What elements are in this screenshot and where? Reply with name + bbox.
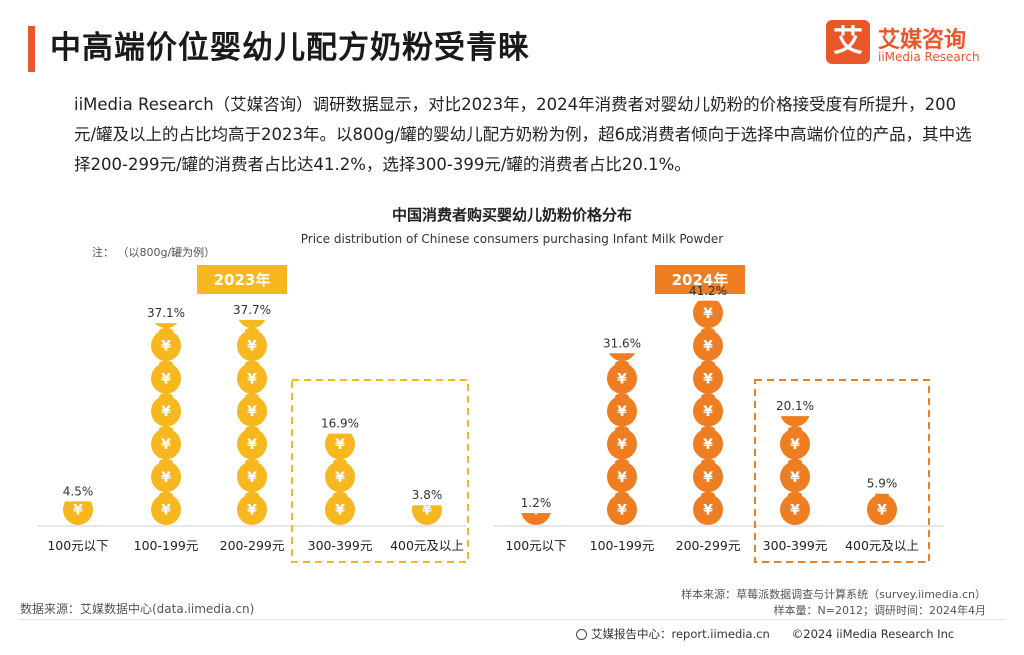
category-label-1-4: 400元及以上 bbox=[845, 538, 919, 553]
svg-text:¥: ¥ bbox=[73, 503, 83, 519]
bar-0-2: ¥¥¥¥¥¥¥¥ bbox=[237, 306, 267, 525]
title-accent-bar bbox=[28, 26, 35, 72]
svg-text:¥: ¥ bbox=[335, 437, 345, 453]
footer-report[interactable]: 艾媒报告中心：report.iimedia.cn bbox=[591, 627, 770, 641]
logo-mark-icon: 艾 bbox=[826, 20, 870, 64]
svg-text:¥: ¥ bbox=[161, 404, 171, 420]
value-label-0-1: 37.1% bbox=[147, 306, 185, 320]
logo-cn-text: 艾媒咨询 bbox=[878, 28, 967, 53]
svg-text:¥: ¥ bbox=[247, 470, 257, 486]
bar-1-4: ¥¥ bbox=[867, 493, 897, 525]
svg-text:¥: ¥ bbox=[247, 306, 257, 322]
svg-text:¥: ¥ bbox=[161, 470, 171, 486]
bar-0-1: ¥¥¥¥¥¥¥¥ bbox=[151, 273, 181, 525]
svg-text:¥: ¥ bbox=[247, 437, 257, 453]
highlight-box-1 bbox=[754, 379, 930, 563]
svg-text:¥: ¥ bbox=[617, 470, 627, 486]
bar-0-3: ¥¥¥¥ bbox=[325, 433, 355, 525]
chart-subtitle: Price distribution of Chinese consumers … bbox=[300, 232, 724, 246]
year-badge-1: 2024年 bbox=[655, 265, 745, 294]
year-badge-0: 2023年 bbox=[197, 265, 287, 294]
bar-1-0: ¥¥ bbox=[521, 470, 551, 525]
svg-text:¥: ¥ bbox=[703, 404, 713, 420]
svg-text:¥: ¥ bbox=[703, 470, 713, 486]
value-label-1-2: 41.2% bbox=[689, 284, 727, 298]
sample-size: 样本量：N=2012；调研时间：2024年4月 bbox=[773, 604, 986, 617]
svg-text:¥: ¥ bbox=[790, 404, 800, 420]
svg-text:¥: ¥ bbox=[703, 437, 713, 453]
svg-text:¥: ¥ bbox=[703, 371, 713, 387]
globe-icon bbox=[576, 629, 587, 640]
sample-source: 样本来源：草莓派数据调查与计算系统（survey.iimedia.cn） bbox=[681, 588, 986, 601]
value-label-1-3: 20.1% bbox=[776, 399, 814, 413]
svg-text:¥: ¥ bbox=[73, 470, 83, 486]
svg-text:¥: ¥ bbox=[617, 306, 627, 322]
category-label-0-0: 100元以下 bbox=[47, 538, 108, 553]
svg-text:¥: ¥ bbox=[247, 404, 257, 420]
svg-text:¥: ¥ bbox=[531, 503, 541, 519]
svg-text:¥: ¥ bbox=[247, 503, 257, 519]
svg-text:¥: ¥ bbox=[422, 503, 432, 519]
category-label-1-0: 100元以下 bbox=[505, 538, 566, 553]
bar-0-4: ¥¥ bbox=[412, 470, 442, 525]
footer-copyright: ©2024 iiMedia Research Inc bbox=[791, 627, 955, 641]
svg-text:¥: ¥ bbox=[335, 503, 345, 519]
svg-text:¥: ¥ bbox=[161, 503, 171, 519]
chart-note: 注： （以800g/罐为例） bbox=[92, 246, 216, 259]
value-label-0-0: 4.5% bbox=[63, 484, 94, 498]
svg-text:¥: ¥ bbox=[617, 339, 627, 355]
svg-text:¥: ¥ bbox=[161, 273, 171, 289]
svg-text:¥: ¥ bbox=[247, 371, 257, 387]
value-label-1-1: 31.6% bbox=[603, 336, 641, 350]
value-label-1-4: 5.9% bbox=[867, 477, 898, 491]
svg-text:¥: ¥ bbox=[247, 339, 257, 355]
footer: 艾媒报告中心：report.iimedia.cn ©2024 iiMedia Re… bbox=[576, 626, 954, 642]
category-label-0-2: 200-299元 bbox=[220, 538, 285, 553]
svg-text:¥: ¥ bbox=[703, 306, 713, 322]
chart-title: 中国消费者购买婴幼儿奶粉价格分布 bbox=[391, 206, 632, 224]
category-label-0-1: 100-199元 bbox=[134, 538, 199, 553]
bar-1-2: ¥¥¥¥¥¥¥¥ bbox=[693, 300, 723, 525]
category-label-1-3: 300-399元 bbox=[763, 538, 828, 553]
svg-text:¥: ¥ bbox=[531, 470, 541, 486]
svg-text:¥: ¥ bbox=[703, 339, 713, 355]
svg-text:¥: ¥ bbox=[617, 371, 627, 387]
svg-text:¥: ¥ bbox=[790, 503, 800, 519]
page-title: 中高端价位婴幼儿配方奶粉受青睐 bbox=[50, 30, 530, 66]
value-label-1-0: 1.2% bbox=[521, 496, 552, 510]
svg-text:¥: ¥ bbox=[790, 470, 800, 486]
iimedia-logo: 艾 艾媒咨询 iiMedia Research bbox=[826, 20, 1006, 70]
category-label-0-3: 300-399元 bbox=[308, 538, 373, 553]
svg-text:¥: ¥ bbox=[877, 503, 887, 519]
highlight-box-0 bbox=[291, 379, 469, 563]
svg-text:¥: ¥ bbox=[161, 339, 171, 355]
svg-text:¥: ¥ bbox=[617, 503, 627, 519]
svg-text:¥: ¥ bbox=[790, 437, 800, 453]
year-badge-label-0: 2023年 bbox=[214, 271, 271, 289]
svg-text:¥: ¥ bbox=[617, 404, 627, 420]
bar-1-1: ¥ ¥ ¥ ¥ ¥ ¥ ¥ bbox=[607, 306, 637, 525]
value-label-0-2: 37.7% bbox=[233, 303, 271, 317]
svg-text:¥: ¥ bbox=[161, 371, 171, 387]
svg-text:¥: ¥ bbox=[703, 503, 713, 519]
footer-divider bbox=[20, 619, 1004, 620]
value-label-0-4: 3.8% bbox=[412, 488, 443, 502]
year-badge-label-1: 2024年 bbox=[672, 271, 729, 289]
category-label-1-2: 200-299元 bbox=[676, 538, 741, 553]
intro-paragraph: iiMedia Research（艾媒咨询）调研数据显示，对比2023年，202… bbox=[74, 95, 972, 174]
data-source: 数据来源：艾媒数据中心(data.iimedia.cn) bbox=[20, 602, 255, 616]
value-label-0-3: 16.9% bbox=[321, 417, 359, 431]
category-label-0-4: 400元及以上 bbox=[390, 538, 464, 553]
bar-0-0: ¥¥ bbox=[63, 470, 93, 525]
bar-1-3: ¥¥¥¥¥ bbox=[780, 404, 810, 525]
logo-en-text: iiMedia Research bbox=[878, 50, 980, 64]
svg-text:¥: ¥ bbox=[161, 437, 171, 453]
category-label-1-1: 100-199元 bbox=[590, 538, 655, 553]
svg-text:¥: ¥ bbox=[617, 437, 627, 453]
svg-text:¥: ¥ bbox=[422, 470, 432, 486]
svg-text:¥: ¥ bbox=[335, 470, 345, 486]
